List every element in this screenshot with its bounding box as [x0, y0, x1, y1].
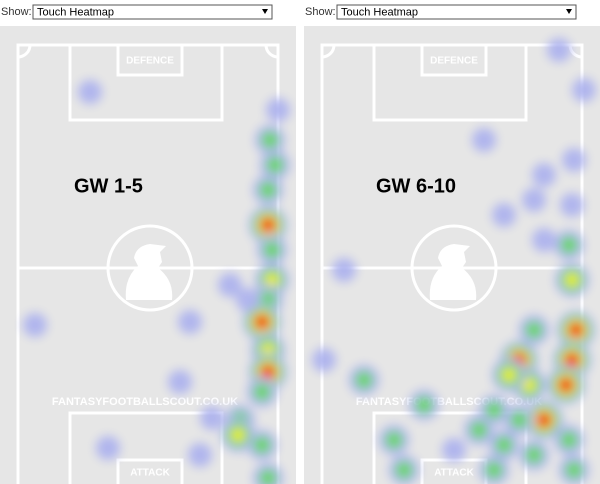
- attack-label: ATTACK: [434, 468, 474, 479]
- heat-blob: [260, 364, 276, 380]
- select-arrow[interactable]: [566, 9, 572, 14]
- heat-blob: [266, 98, 290, 122]
- heat-blob: [78, 80, 102, 104]
- heat-blob: [532, 163, 556, 187]
- select-box[interactable]: [32, 4, 273, 20]
- overlay-label: GW 1-5: [74, 175, 143, 197]
- heat-blob: [510, 411, 528, 429]
- select-box[interactable]: [336, 4, 577, 20]
- heat-blob: [532, 228, 556, 252]
- heat-blob: [253, 383, 271, 401]
- heat-blob: [525, 446, 543, 464]
- heat-blob: [260, 217, 276, 233]
- heat-blob: [200, 406, 224, 430]
- logo-silhouette: [429, 244, 477, 300]
- show-label: Show:: [1, 6, 32, 18]
- heat-blob: [485, 401, 503, 419]
- corner-arc: [17, 44, 279, 59]
- heat-blob: [218, 273, 242, 297]
- heat-blob: [265, 273, 279, 287]
- heatmap: [23, 80, 290, 484]
- logo-silhouette: [125, 244, 173, 300]
- view-select[interactable]: Touch Heatmap: [32, 4, 273, 20]
- pitch: DEFENCE ATTACK FANTASYFOOTBALLSCOUT.CO.UK G…: [0, 26, 296, 484]
- defence-label: DEFENCE: [126, 56, 174, 67]
- attack-label: ATTACK: [130, 468, 170, 479]
- heatmap: [312, 38, 596, 484]
- heat-blob: [560, 431, 578, 449]
- heat-blob: [572, 78, 596, 102]
- bottom-goal-area: [116, 458, 184, 484]
- select-value[interactable]: Touch Heatmap: [37, 6, 114, 18]
- panel: Show: Touch HeatmapDEFENCEATTACKFANTASYFO…: [304, 4, 600, 484]
- heat-blob: [560, 236, 578, 254]
- heat-blob: [254, 314, 270, 330]
- watermark: FANTASYFOOTBALLSCOUT.CO.UK: [52, 396, 238, 408]
- heat-blob: [263, 241, 281, 259]
- heat-blob: [568, 322, 584, 338]
- heat-blob: [485, 461, 503, 479]
- bottom-box: [68, 411, 224, 484]
- heat-blob: [355, 371, 373, 389]
- heat-blob: [472, 128, 496, 152]
- heat-blob: [525, 321, 543, 339]
- heat-blob: [470, 421, 488, 439]
- heat-blob: [385, 431, 403, 449]
- heat-blob: [560, 193, 584, 217]
- heat-blob: [502, 368, 516, 382]
- select-value[interactable]: Touch Heatmap: [341, 6, 418, 18]
- heat-blob: [547, 38, 571, 62]
- heat-blob: [565, 461, 583, 479]
- heat-blob: [562, 148, 586, 172]
- heat-blob: [442, 438, 466, 462]
- top-goal-area: [116, 43, 184, 77]
- show-label: Show:: [305, 6, 336, 18]
- heat-blob: [495, 436, 513, 454]
- heat-blob: [558, 377, 574, 393]
- heat-blob: [536, 412, 552, 428]
- heat-blob: [168, 370, 192, 394]
- top-goal-area: [420, 43, 488, 77]
- heat-blob: [236, 288, 260, 312]
- heat-blob: [188, 443, 212, 467]
- heat-blob: [492, 203, 516, 227]
- heat-blob: [178, 310, 202, 334]
- centre-circle: [106, 224, 194, 312]
- view-select[interactable]: Touch Heatmap: [336, 4, 577, 20]
- heat-blob: [522, 378, 536, 392]
- heat-blob: [231, 428, 245, 442]
- heat-blob: [23, 313, 47, 337]
- select-arrow[interactable]: [262, 9, 268, 14]
- heat-blob: [259, 469, 277, 484]
- heat-blob: [565, 273, 579, 287]
- centre-circle: [410, 224, 498, 312]
- heat-blob: [259, 181, 277, 199]
- heat-blob: [564, 352, 580, 368]
- heat-blob: [312, 348, 336, 372]
- pitch: DEFENCEATTACKFANTASYFOOTBALLSCOUT.CO.UKG…: [304, 26, 600, 484]
- panel: Show: Touch Heatmap DEFENCE ATTACK FANTASYFO…: [0, 4, 296, 484]
- heat-blob: [332, 258, 356, 282]
- overlay-label: GW 6-10: [376, 175, 456, 197]
- heat-blob: [395, 461, 413, 479]
- heat-blob: [96, 436, 120, 460]
- heat-blob: [522, 188, 546, 212]
- heat-blob: [261, 131, 279, 149]
- heat-blob: [266, 156, 284, 174]
- defence-label: DEFENCE: [430, 56, 478, 67]
- heat-blob: [253, 436, 271, 454]
- heat-blob: [415, 396, 433, 414]
